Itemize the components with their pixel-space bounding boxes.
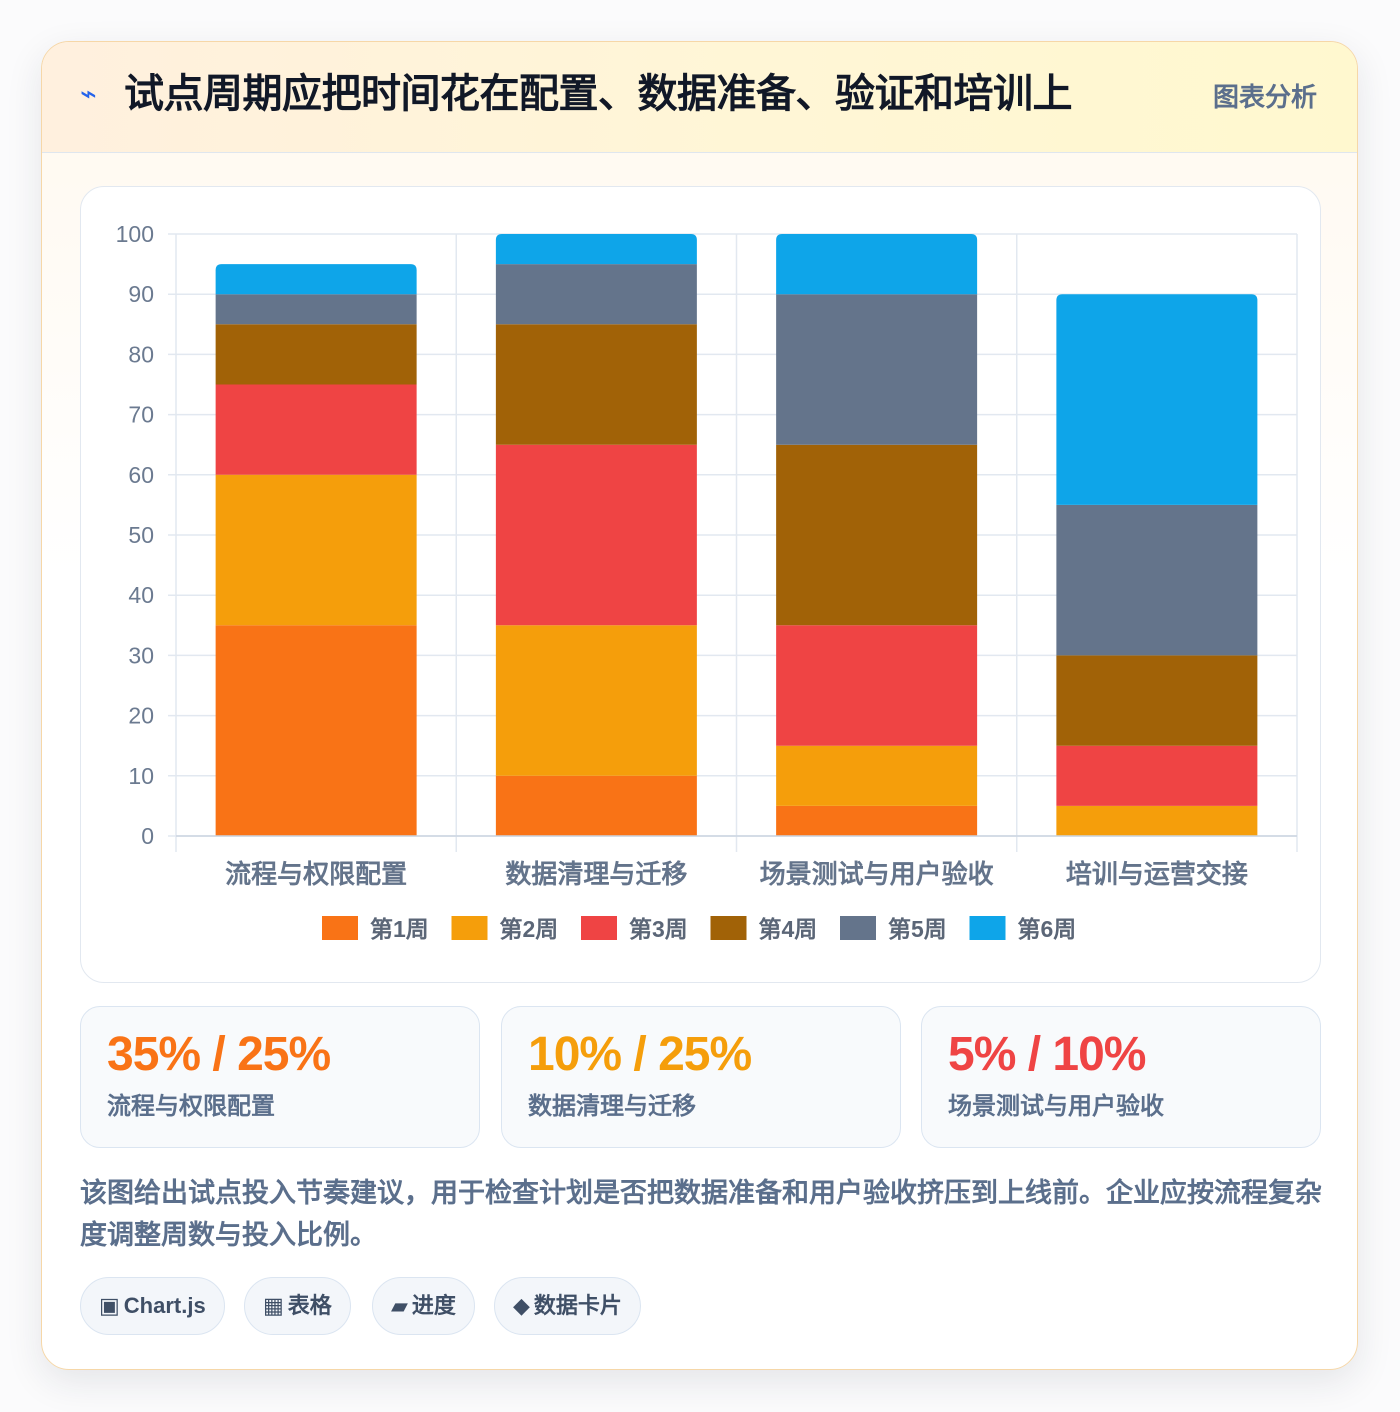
tag-label: 数据卡片 <box>533 1293 622 1318</box>
tag-chartjs[interactable]: ▣ Chart.js <box>80 1277 225 1335</box>
bar-segment <box>776 745 978 806</box>
stat-card: 10% / 25% 数据清理与迁移 <box>501 1006 901 1148</box>
legend-label: 第2周 <box>500 916 559 942</box>
bar-segment <box>215 474 417 626</box>
x-tick-label: 场景测试与用户验收 <box>760 859 994 889</box>
bar-segment <box>495 234 697 265</box>
y-tick-label: 50 <box>128 522 154 548</box>
y-tick-label: 100 <box>116 221 154 247</box>
y-tick-label: 70 <box>128 402 154 428</box>
progress-icon: ▰ <box>391 1294 408 1319</box>
bar-segment <box>1056 745 1258 806</box>
legend-label: 第4周 <box>759 916 818 942</box>
stat-label: 数据清理与迁移 <box>528 1093 696 1120</box>
legend-swatch <box>840 916 876 940</box>
legend-swatch <box>710 916 747 940</box>
tag-table[interactable]: ▦ 表格 <box>244 1277 351 1335</box>
bar-segment <box>495 264 697 325</box>
legend-swatch <box>581 916 617 940</box>
chart-square-icon: ▣ <box>99 1294 120 1319</box>
chart-analysis-badge[interactable]: 图表分析 <box>1212 82 1317 112</box>
bar-segment <box>1056 504 1258 656</box>
bar-segment <box>776 234 978 295</box>
legend-label: 第5周 <box>888 916 947 942</box>
bar-segment <box>495 775 697 836</box>
legend-label: 第1周 <box>370 916 429 942</box>
legend-label: 第3周 <box>629 916 688 942</box>
page-title: 试点周期应把时间花在配置、数据准备、验证和培训上 <box>124 72 1073 116</box>
bar-segment <box>1056 294 1258 505</box>
stacked-bar-chart: 0 10 20 30 40 50 60 70 80 90 100 流程与权限配置 数据清理与迁移 场景测试… <box>116 221 1298 942</box>
bar-segment <box>776 625 978 746</box>
stat-value: 10% / 25% <box>528 1028 752 1081</box>
x-tick-label: 流程与权限配置 <box>225 859 407 889</box>
x-tick-label: 培训与运营交接 <box>1066 859 1248 889</box>
legend-label: 第6周 <box>1018 916 1077 942</box>
bar-segment <box>215 264 417 295</box>
chart-card: ⌁ 试点周期应把时间花在配置、数据准备、验证和培训上 图表分析 0 10 20 30 4… <box>41 41 1358 1370</box>
legend-swatch <box>322 916 358 940</box>
y-tick-label: 20 <box>128 703 154 729</box>
stat-value: 5% / 10% <box>948 1028 1146 1081</box>
y-tick-label: 60 <box>128 462 154 488</box>
stat-card: 35% / 25% 流程与权限配置 <box>80 1006 480 1148</box>
legend-swatch <box>451 916 488 940</box>
y-tick-label: 10 <box>128 763 154 789</box>
bar-segment <box>215 384 417 475</box>
stat-value: 35% / 25% <box>107 1028 331 1081</box>
bolt-icon: ⌁ <box>80 77 97 110</box>
stat-cards: 35% / 25% 流程与权限配置 10% / 25% 数据清理与迁移 5% /… <box>80 1006 1321 1148</box>
legend-swatch <box>969 916 1006 940</box>
bar-segment <box>215 294 417 325</box>
chart-description: 该图给出试点投入节奏建议，用于检查计划是否把数据准备和用户验收挤压到上线前。企业… <box>80 1178 1322 1250</box>
tag-label: 表格 <box>287 1293 332 1318</box>
bar-segment <box>215 324 417 385</box>
y-tick-label: 40 <box>128 582 154 608</box>
diamond-icon: ◆ <box>513 1294 530 1319</box>
stat-card: 5% / 10% 场景测试与用户验收 <box>921 1006 1321 1148</box>
tag-label: 进度 <box>411 1293 456 1318</box>
y-tick-label: 30 <box>128 642 154 668</box>
tag-progress[interactable]: ▰ 进度 <box>372 1277 475 1335</box>
bar-segment <box>776 444 978 626</box>
y-tick-label: 80 <box>128 341 154 367</box>
y-tick-label: 90 <box>128 281 154 307</box>
chart-panel: 0 10 20 30 40 50 60 70 80 90 100 流程与权限配置 数据清理与迁移 场景测试… <box>80 186 1321 983</box>
stat-label: 场景测试与用户验收 <box>948 1093 1164 1120</box>
tag-label: Chart.js <box>123 1293 206 1318</box>
tag-data-cards[interactable]: ◆ 数据卡片 <box>494 1277 641 1335</box>
bar-segment <box>1056 655 1258 746</box>
bar-segment <box>1056 805 1258 836</box>
y-tick-label: 0 <box>141 823 154 849</box>
bar-segment <box>495 444 697 626</box>
bar-segment <box>495 625 697 776</box>
stat-label: 流程与权限配置 <box>107 1093 275 1120</box>
bar-segment <box>776 805 978 836</box>
table-grid-icon: ▦ <box>263 1294 284 1319</box>
bar-segment <box>495 324 697 445</box>
bar-segment <box>215 625 417 836</box>
x-tick-label: 数据清理与迁移 <box>505 859 687 889</box>
card-header: ⌁ 试点周期应把时间花在配置、数据准备、验证和培训上 图表分析 <box>42 42 1357 153</box>
bar-segment <box>776 294 978 445</box>
